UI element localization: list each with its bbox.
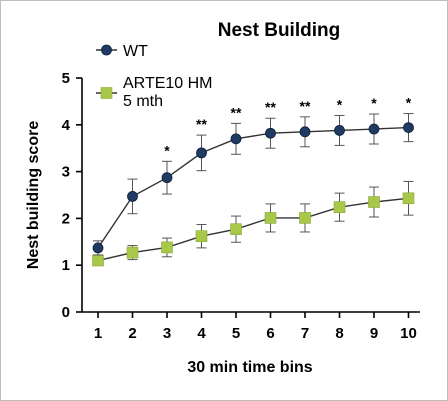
legend-marker-wt (101, 44, 112, 56)
data-point (126, 246, 139, 259)
x-tick-label: 4 (197, 325, 206, 342)
data-point (333, 201, 346, 213)
significance-star: * (371, 95, 377, 111)
data-point (196, 147, 207, 159)
axes: 0 1 2 3 4 5 1 2 3 4 5 6 7 8 9 10 (62, 70, 420, 342)
y-tick-label: 1 (62, 257, 70, 274)
x-tick-label: 9 (370, 325, 378, 342)
data-point (299, 126, 311, 138)
data-point (161, 241, 173, 254)
significance-star: * (406, 95, 412, 111)
data-point (195, 230, 208, 242)
significance-star: ** (196, 116, 207, 132)
data-point (127, 191, 138, 202)
chart-title: Nest Building (218, 20, 340, 41)
data-point (92, 242, 104, 254)
x-tick-label: 10 (400, 325, 417, 342)
data-point (230, 223, 242, 235)
data-point (161, 172, 173, 184)
y-tick-label: 5 (62, 70, 70, 87)
x-tick-label: 5 (232, 325, 240, 342)
data-point (402, 192, 415, 205)
x-tick-label: 6 (266, 325, 274, 342)
series-layer (92, 113, 415, 267)
x-tick-label: 1 (94, 325, 102, 342)
x-tick-label: 3 (163, 325, 171, 342)
data-point (264, 212, 277, 224)
x-tick-label: 8 (335, 325, 343, 342)
y-tick-label: 3 (62, 164, 70, 181)
data-point (368, 123, 380, 135)
data-point (403, 122, 414, 134)
y-tick-label: 4 (62, 117, 71, 134)
y-tick-label: 2 (62, 210, 70, 227)
x-axis-title: 30 min time bins (187, 359, 312, 376)
significance-annotations: ***** ** ** * * * (164, 95, 412, 159)
legend-label-wt: WT (123, 43, 148, 60)
data-point (299, 212, 311, 224)
legend-label-arte: ARTE10 HM 5 mth (123, 75, 213, 110)
data-point (334, 125, 345, 136)
legend-label-line: ARTE10 HM (123, 75, 213, 92)
data-point (265, 127, 276, 139)
significance-star: ** (231, 104, 242, 120)
significance-star: ** (300, 98, 311, 114)
series-line (97, 197, 409, 262)
data-point (230, 133, 242, 145)
y-tick-label: 0 (62, 304, 70, 321)
significance-star: * (164, 142, 170, 158)
x-tick-label: 7 (301, 325, 309, 342)
series-line (97, 126, 409, 249)
significance-star: * (337, 96, 343, 112)
data-point (92, 254, 104, 267)
y-axis-title: Nest building score (25, 121, 42, 270)
legend-label-line: 5 mth (123, 93, 163, 110)
significance-star: ** (265, 99, 276, 115)
legend: WT ARTE10 HM 5 mth (96, 43, 213, 110)
x-tick-label: 2 (128, 325, 136, 342)
data-point (368, 196, 380, 208)
series-arte10-hm (92, 180, 415, 267)
series-wt (92, 113, 414, 256)
legend-marker-arte (100, 87, 113, 99)
